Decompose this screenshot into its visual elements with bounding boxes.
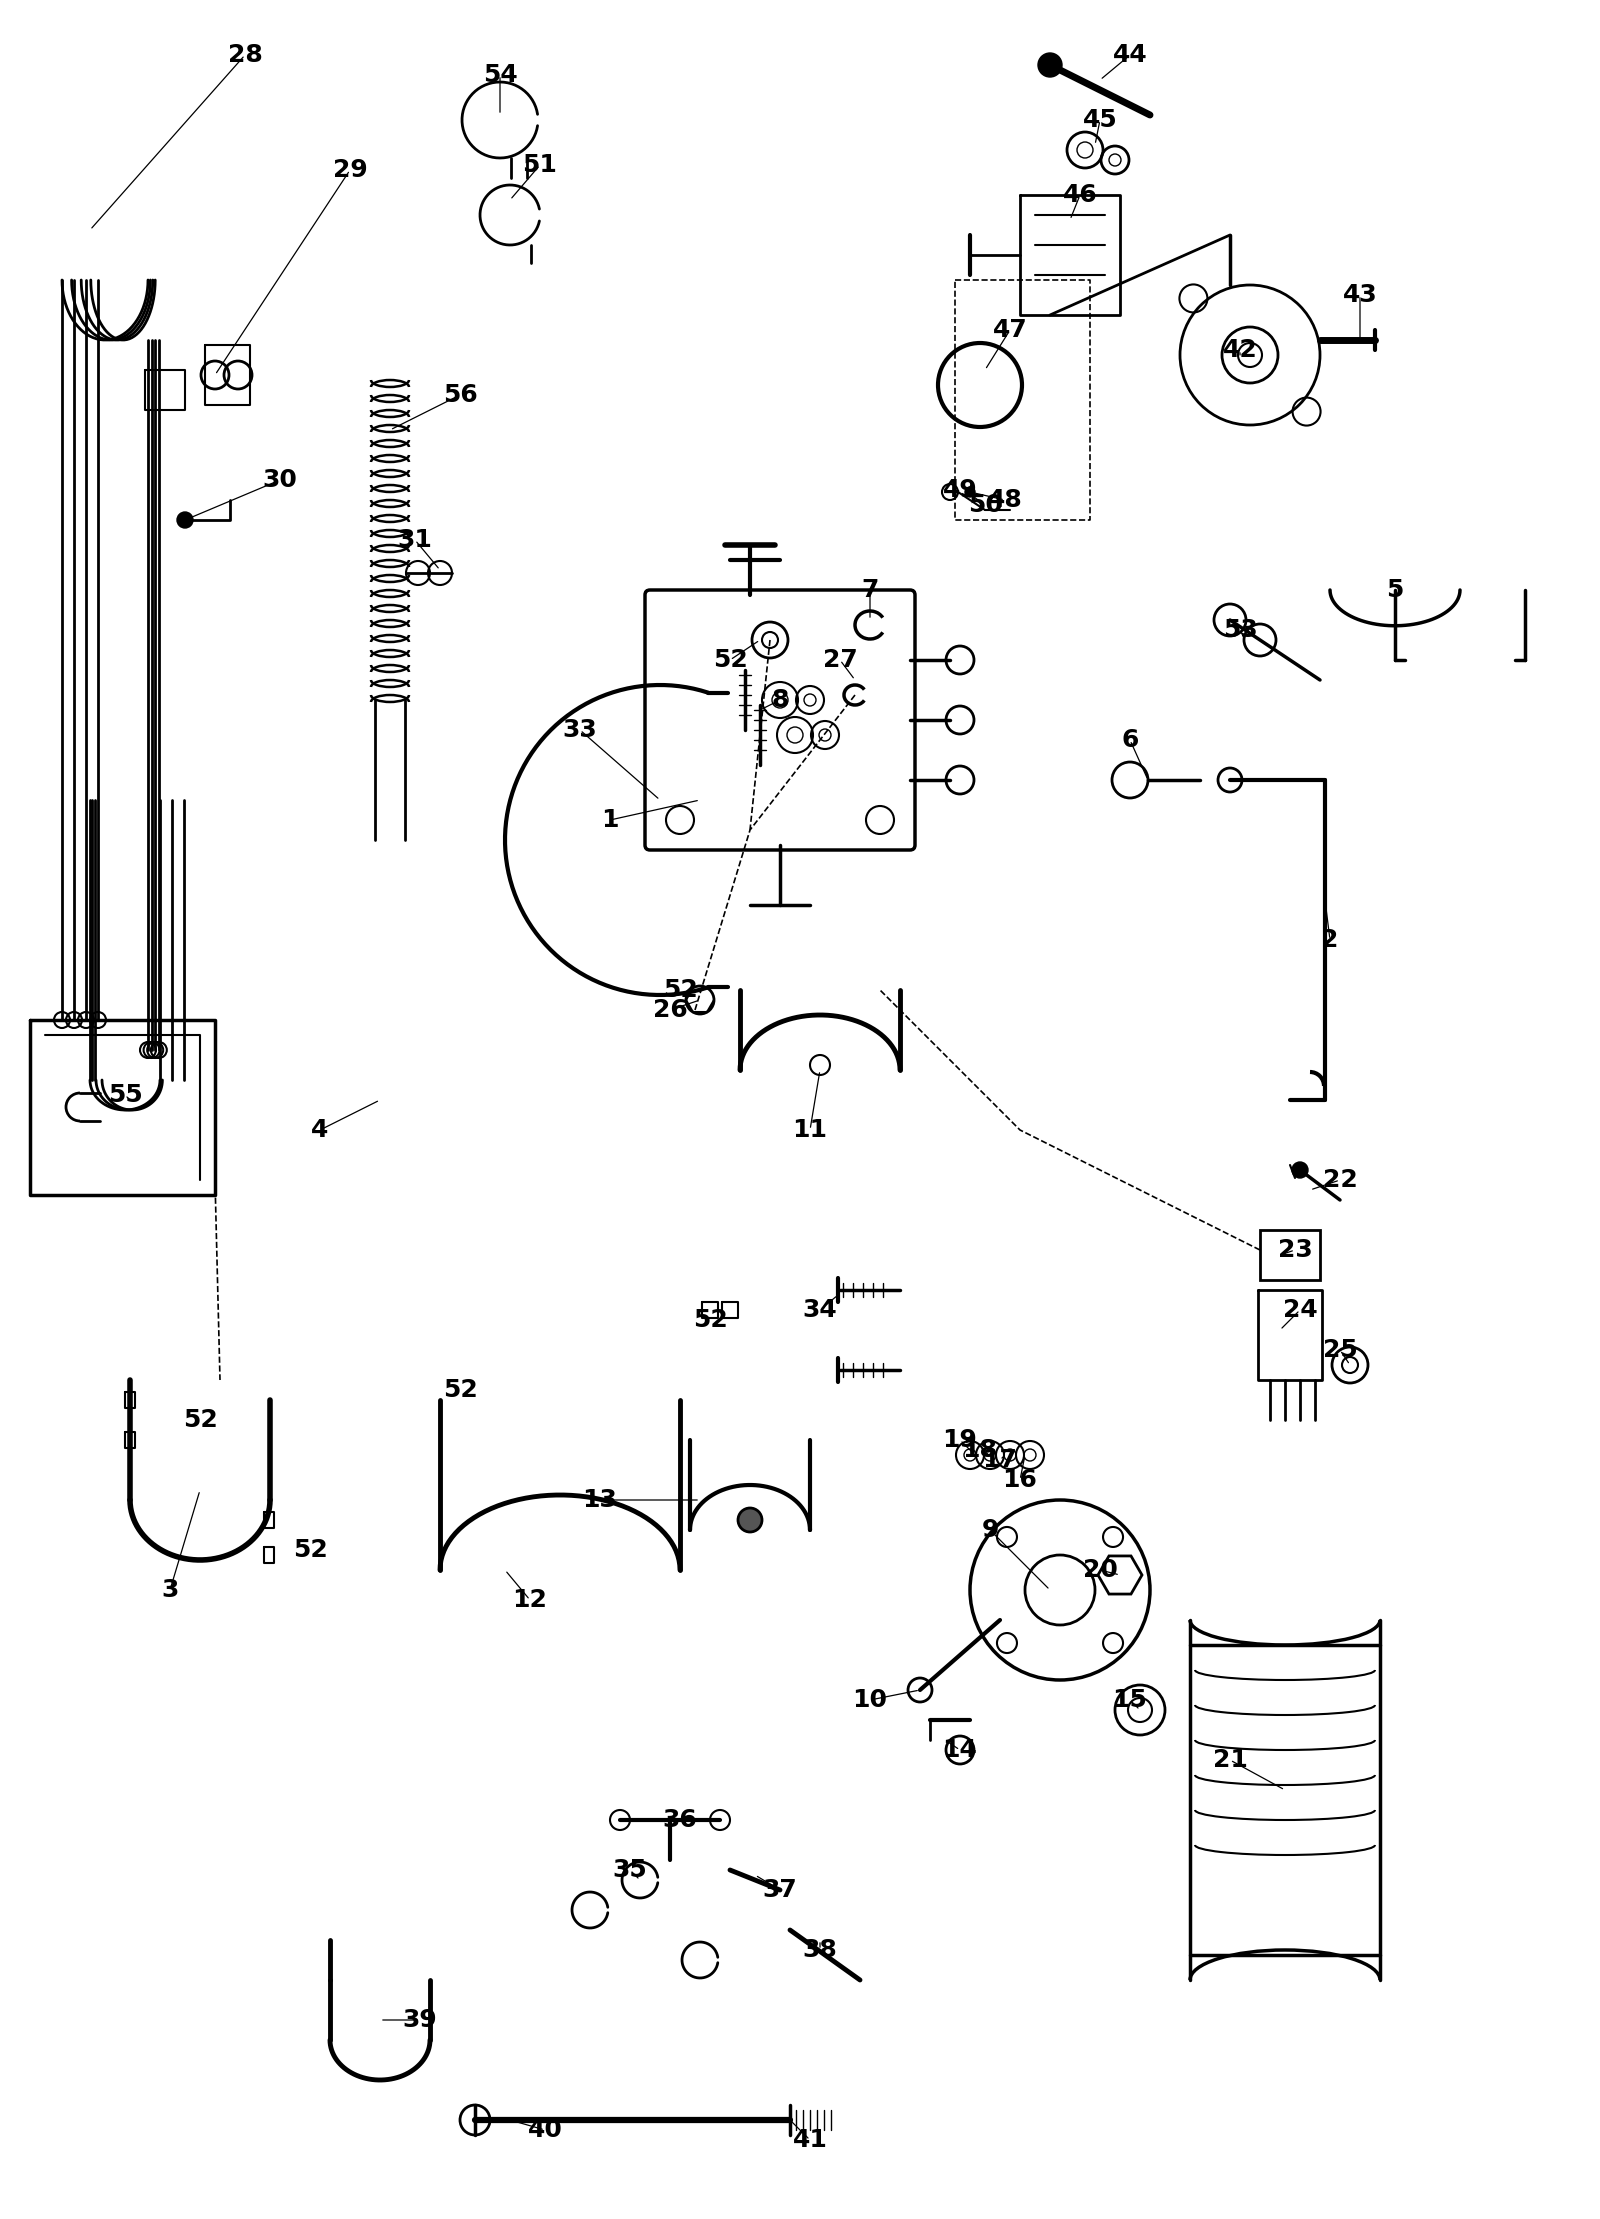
Text: 22: 22	[1323, 1167, 1357, 1192]
Text: 46: 46	[1062, 182, 1098, 206]
Text: 54: 54	[483, 62, 517, 87]
Text: 6: 6	[1122, 728, 1139, 752]
Text: 19: 19	[942, 1429, 978, 1451]
Text: 52: 52	[662, 979, 698, 1003]
Text: 35: 35	[613, 1857, 648, 1882]
Text: 37: 37	[763, 1877, 797, 1902]
Text: 26: 26	[653, 999, 688, 1023]
Text: 15: 15	[1112, 1689, 1147, 1713]
Text: 30: 30	[262, 468, 298, 493]
Text: 29: 29	[333, 158, 368, 182]
Text: 34: 34	[803, 1298, 837, 1323]
Text: 52: 52	[293, 1538, 328, 1562]
Text: 47: 47	[992, 317, 1027, 342]
Text: 2: 2	[1322, 928, 1339, 952]
Text: 40: 40	[528, 2117, 563, 2141]
Text: 11: 11	[792, 1118, 827, 1143]
Text: 28: 28	[227, 42, 262, 67]
Text: 25: 25	[1323, 1338, 1357, 1362]
Text: 18: 18	[963, 1438, 997, 1462]
Text: 45: 45	[1083, 109, 1117, 131]
Circle shape	[1038, 53, 1062, 78]
Text: 7: 7	[861, 577, 878, 601]
Text: 10: 10	[853, 1689, 888, 1713]
Text: 44: 44	[1112, 42, 1147, 67]
Text: 52: 52	[443, 1378, 477, 1402]
Text: 42: 42	[1222, 337, 1258, 362]
Text: 52: 52	[182, 1409, 218, 1431]
Text: 50: 50	[968, 493, 1003, 517]
Text: 3: 3	[162, 1578, 179, 1602]
Text: 56: 56	[443, 384, 477, 406]
Text: 55: 55	[107, 1083, 142, 1107]
Text: 33: 33	[563, 719, 597, 741]
Text: 16: 16	[1003, 1469, 1037, 1491]
Text: 39: 39	[403, 2008, 437, 2033]
Text: 14: 14	[942, 1737, 978, 1762]
Text: 43: 43	[1342, 284, 1378, 306]
Circle shape	[178, 513, 194, 528]
Text: 49: 49	[942, 477, 978, 501]
Text: 38: 38	[803, 1937, 837, 1962]
Text: 48: 48	[987, 488, 1022, 513]
Text: 4: 4	[312, 1118, 328, 1143]
Text: 13: 13	[582, 1489, 618, 1511]
Text: 41: 41	[792, 2128, 827, 2152]
Text: 12: 12	[512, 1589, 547, 1611]
Text: 53: 53	[1222, 619, 1258, 641]
Text: 31: 31	[397, 528, 432, 553]
Text: 52: 52	[712, 648, 747, 672]
Text: 8: 8	[771, 688, 789, 712]
Text: 27: 27	[822, 648, 858, 672]
Text: 23: 23	[1278, 1238, 1312, 1263]
Bar	[1261, 1229, 1320, 1280]
Text: 9: 9	[981, 1518, 998, 1542]
Text: 51: 51	[523, 153, 557, 178]
Text: 24: 24	[1283, 1298, 1317, 1323]
Text: 1: 1	[602, 808, 619, 832]
Text: 17: 17	[982, 1449, 1018, 1471]
Circle shape	[965, 486, 974, 497]
Text: 36: 36	[662, 1808, 698, 1833]
Circle shape	[738, 1509, 762, 1531]
Text: 20: 20	[1083, 1558, 1117, 1582]
Text: 5: 5	[1386, 577, 1403, 601]
Text: 21: 21	[1213, 1749, 1248, 1773]
Text: 52: 52	[693, 1307, 728, 1331]
Circle shape	[1293, 1163, 1309, 1178]
